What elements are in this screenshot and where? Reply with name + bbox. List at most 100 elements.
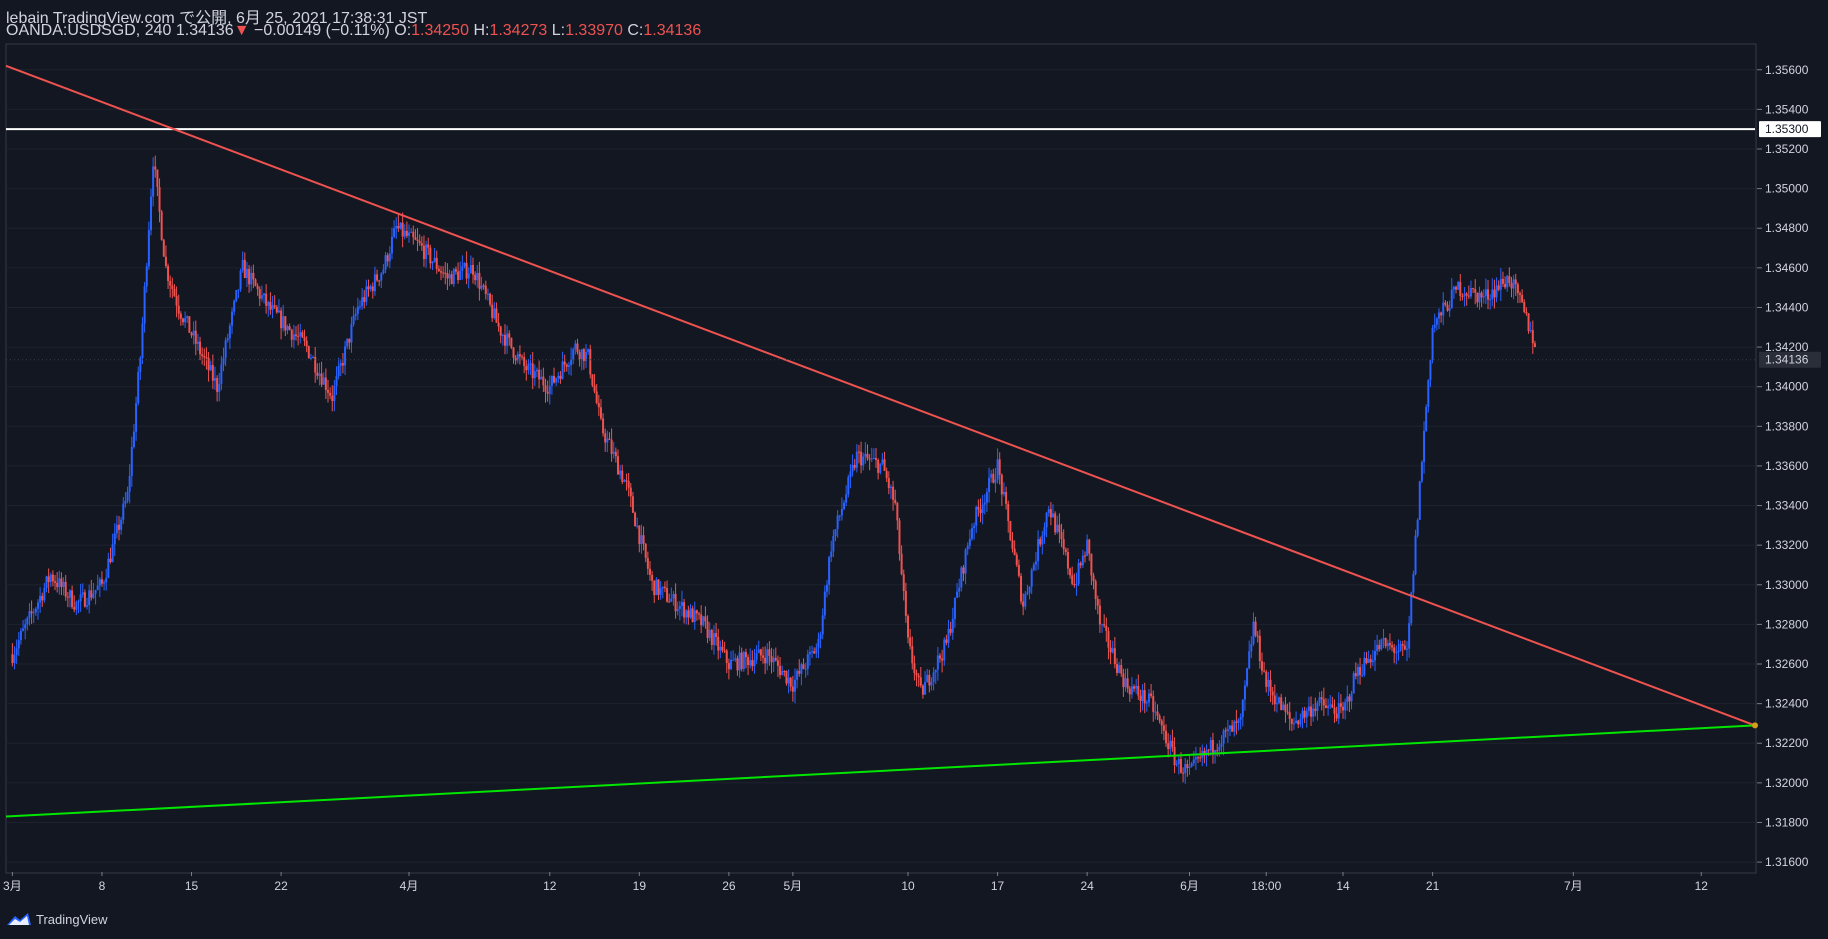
candle-body[interactable] [1075,584,1078,586]
candle-body[interactable] [941,658,944,661]
candle-body[interactable] [747,657,750,666]
candle-body[interactable] [73,607,76,610]
candle-body[interactable] [1147,693,1150,703]
candle-body[interactable] [617,456,620,475]
candle-body[interactable] [1474,289,1477,293]
candle-body[interactable] [764,657,767,664]
candle-body[interactable] [1482,295,1485,298]
candle-body[interactable] [627,480,630,488]
candle-body[interactable] [1045,512,1048,528]
candle-body[interactable] [926,674,929,683]
candle-body[interactable] [904,590,907,616]
candle-body[interactable] [365,286,368,302]
candle-body[interactable] [1037,539,1040,562]
candle-body[interactable] [1246,668,1249,686]
candle-body[interactable] [128,475,131,492]
candle-body[interactable] [593,385,596,392]
candle-body[interactable] [717,636,720,651]
candle-body[interactable] [853,464,856,468]
candle-body[interactable] [220,364,223,384]
candle-body[interactable] [1190,763,1193,767]
candle-body[interactable] [205,357,208,359]
candle-body[interactable] [1354,673,1357,677]
candle-body[interactable] [386,255,389,262]
candle-body[interactable] [514,357,517,361]
candle-body[interactable] [1007,503,1010,522]
candle-body[interactable] [1455,286,1458,290]
candle-body[interactable] [727,662,730,670]
candle-body[interactable] [762,655,765,658]
candle-body[interactable] [719,646,722,651]
candle-body[interactable] [1079,562,1082,566]
candle-body[interactable] [1429,359,1432,381]
candle-body[interactable] [934,669,937,673]
candle-body[interactable] [1527,313,1530,331]
candle-body[interactable] [695,610,698,614]
candle-body[interactable] [435,257,438,269]
candle-body[interactable] [277,310,280,313]
candle-body[interactable] [1211,740,1214,754]
candle-body[interactable] [825,584,828,592]
candle-body[interactable] [994,479,997,483]
candle-body[interactable] [881,459,884,464]
candle-body[interactable] [333,385,336,401]
candle-body[interactable] [1260,661,1263,671]
candle-body[interactable] [928,674,931,686]
candle-body[interactable] [621,470,624,482]
candle-body[interactable] [1418,481,1421,520]
candle-body[interactable] [1171,740,1174,747]
candle-body[interactable] [416,239,419,242]
candle-body[interactable] [1233,721,1236,732]
candle-body[interactable] [11,654,14,664]
candle-body[interactable] [553,375,556,383]
candle-body[interactable] [911,646,914,664]
candle-body[interactable] [13,654,16,664]
candle-body[interactable] [638,525,641,545]
candle-body[interactable] [838,515,841,517]
candle-body[interactable] [1384,638,1387,647]
candle-body[interactable] [1111,648,1114,653]
candle-body[interactable] [376,274,379,281]
candle-body[interactable] [86,605,89,607]
candle-body[interactable] [388,253,391,262]
candle-body[interactable] [924,682,927,695]
candle-body[interactable] [1420,462,1423,482]
candle-body[interactable] [103,582,106,584]
candle-body[interactable] [1314,708,1317,711]
candle-body[interactable] [768,649,771,656]
candle-body[interactable] [1214,750,1217,754]
candle-body[interactable] [431,261,434,264]
candle-body[interactable] [444,272,447,274]
candle-body[interactable] [953,597,956,619]
candle-body[interactable] [361,297,364,307]
price-chart[interactable]: 1.35600 1.35400 1.35200 1.35000 1.34800 1.346… [0,0,1828,905]
candle-body[interactable] [561,361,564,379]
candle-body[interactable] [482,285,485,287]
candle-body[interactable] [1318,697,1321,704]
candle-body[interactable] [1231,725,1234,732]
candle-body[interactable] [979,509,982,513]
candle-body[interactable] [318,373,321,376]
candle-body[interactable] [653,580,656,596]
candle-body[interactable] [1020,575,1023,602]
candle-body[interactable] [990,473,993,478]
candle-body[interactable] [17,640,20,649]
candle-body[interactable] [1152,696,1155,712]
candle-body[interactable] [796,670,799,680]
candle-body[interactable] [572,349,575,360]
candle-body[interactable] [1216,750,1219,752]
candle-body[interactable] [723,650,726,652]
candle-body[interactable] [1062,539,1065,550]
candle-body[interactable] [344,346,347,366]
candle-body[interactable] [184,318,187,323]
candle-body[interactable] [1533,343,1536,348]
candle-body[interactable] [211,365,214,381]
candle-body[interactable] [802,664,805,669]
candle-body[interactable] [887,478,890,489]
candle-body[interactable] [1081,555,1084,566]
candle-body[interactable] [495,308,498,323]
candle-body[interactable] [1295,720,1298,724]
candle-body[interactable] [32,612,35,614]
candle-body[interactable] [164,256,167,266]
candle-body[interactable] [1130,686,1133,695]
